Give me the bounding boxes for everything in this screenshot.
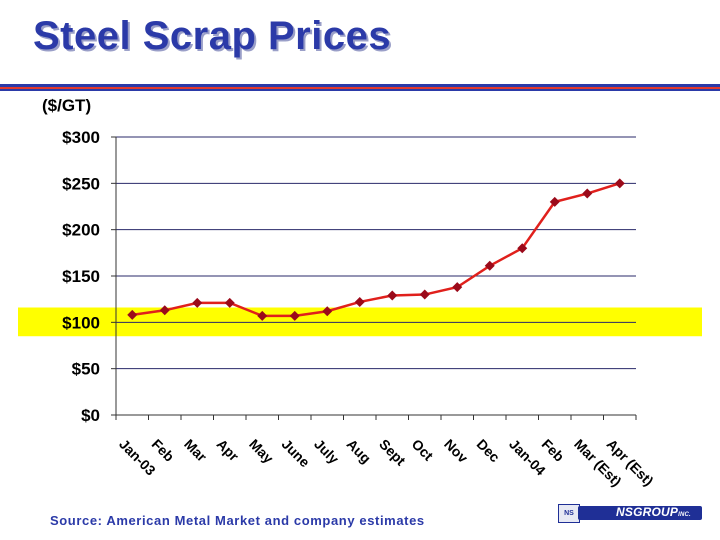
page-title: Steel Scrap Prices xyxy=(33,14,392,58)
x-tick-label: Nov xyxy=(441,436,471,466)
logo-suffix: INC. xyxy=(678,512,691,518)
data-point xyxy=(387,290,398,301)
data-point xyxy=(517,243,528,254)
data-point xyxy=(484,260,495,271)
logo-emblem: NS xyxy=(558,504,580,523)
data-point xyxy=(419,289,430,300)
x-tick-label: Mar xyxy=(181,436,210,465)
x-tick-label: Aug xyxy=(344,436,375,467)
x-tick-label: Sept xyxy=(376,436,409,469)
data-point xyxy=(354,296,365,307)
title-divider xyxy=(0,84,720,87)
x-tick-label: July xyxy=(311,436,342,467)
series-line-layer xyxy=(132,182,621,318)
title-divider-accent xyxy=(0,87,720,89)
data-point xyxy=(159,305,170,316)
data-point xyxy=(582,188,593,199)
x-tick-label: Oct xyxy=(409,436,437,464)
title-divider-lower xyxy=(0,89,720,91)
x-tick-label: May xyxy=(246,436,277,467)
y-tick-label: $200 xyxy=(62,221,100,240)
data-point xyxy=(257,310,268,321)
data-point xyxy=(289,310,300,321)
y-tick-label: $0 xyxy=(81,406,100,425)
company-logo: NS NSGROUPINC. xyxy=(558,503,702,523)
data-point xyxy=(192,297,203,308)
x-tick-label: Dec xyxy=(474,436,504,466)
source-note: Source: American Metal Market and compan… xyxy=(50,513,425,528)
x-tick-label: Apr xyxy=(214,436,243,465)
y-tick-label: $150 xyxy=(62,267,100,286)
data-point xyxy=(452,282,463,293)
y-axis-unit-label: ($/GT) xyxy=(42,96,92,115)
y-tick-label: $50 xyxy=(72,360,100,379)
x-tick-label: June xyxy=(279,436,314,471)
logo-bar xyxy=(578,506,702,520)
logo-wordmark: NSGROUPINC. xyxy=(616,505,691,519)
y-tick-label: $300 xyxy=(62,128,100,147)
grid-layer xyxy=(116,136,636,370)
data-point xyxy=(224,297,235,308)
marker-layer xyxy=(127,178,625,321)
y-tick-label-layer: $0 $50 $100 $150 $200 $250 $300 xyxy=(62,128,100,425)
series-line xyxy=(132,182,621,318)
y-tick-label: $100 xyxy=(62,313,100,332)
data-point xyxy=(614,178,625,189)
data-point xyxy=(549,196,560,207)
y-tick-label: $250 xyxy=(62,174,100,193)
data-point xyxy=(127,309,138,320)
axis-layer xyxy=(111,136,637,420)
logo-name: NSGROUP xyxy=(616,505,679,519)
data-point xyxy=(322,306,333,317)
